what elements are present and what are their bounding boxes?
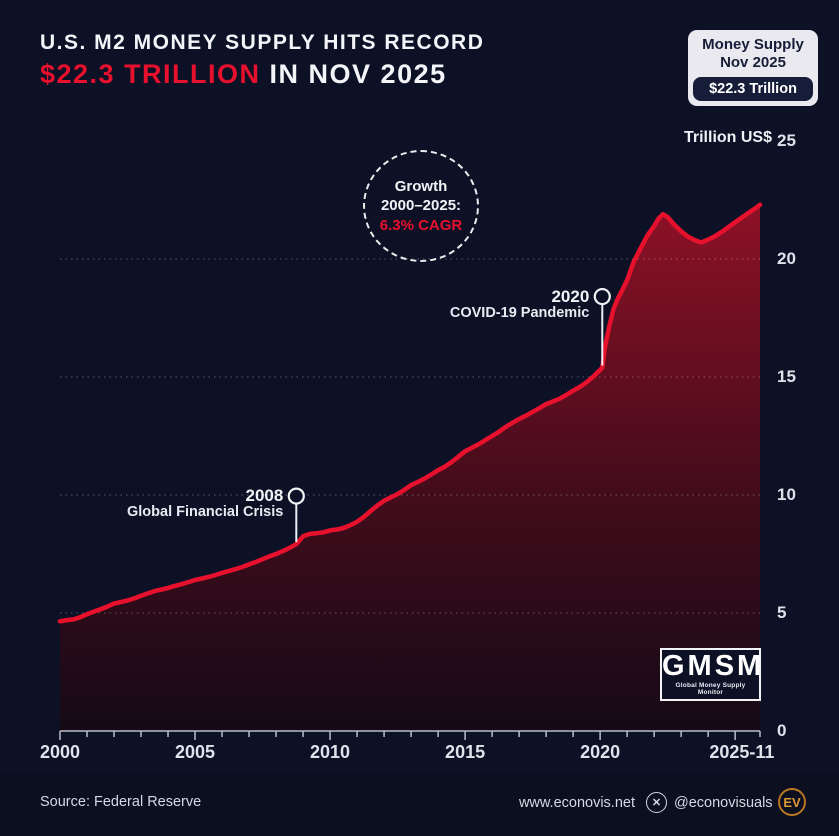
y-tick-label: 20 [777, 249, 796, 268]
area-fill [60, 204, 760, 731]
x-tick-label: 2005 [174, 742, 216, 762]
website-link: www.econovis.net [518, 795, 635, 811]
source-credit: Source: Federal Reserve [40, 794, 202, 810]
annotation-year-label: 2008 [245, 486, 284, 506]
badge-value-pill: $22.3 Trillion [693, 77, 813, 101]
annotation-event-label: Global Financial Crisis [126, 504, 284, 521]
x-tick-label: 2010 [310, 742, 351, 762]
gmsm-logo-text: GMSM [662, 650, 765, 682]
x-tick-label: 2020 [580, 742, 621, 762]
y-tick-label: 15 [777, 367, 796, 386]
annotation-marker [287, 487, 305, 505]
x-tick-label: 2000 [39, 742, 81, 762]
annotation-year-label: 2020 [551, 286, 590, 306]
page-title-line1: U.S. M2 MONEY SUPPLY HITS RECORD [40, 31, 485, 54]
annotation-event-label: COVID-19 Pandemic [449, 304, 590, 321]
annotation-marker [593, 287, 611, 306]
m2-line [57, 202, 763, 624]
growth-note-line2: 2000–2025: [380, 197, 462, 215]
money-supply-badge: Money Supply Nov 2025 $22.3 Trillion [688, 30, 818, 106]
y-tick-label: 5 [777, 603, 787, 622]
page-title-line2: $22.3 TRILLION IN NOV 2025 [40, 59, 447, 90]
x-tick-label: 2015 [445, 742, 486, 762]
econovisuals-logo-icon: EV [778, 788, 806, 816]
growth-note-cagr: 6.3% CAGR [379, 216, 463, 234]
growth-cagr-annotation: Growth 2000–2025: 6.3% CAGR [363, 150, 479, 262]
gmsm-logo: GMSM Global Money Supply Monitor [660, 648, 761, 701]
badge-label-line2: Nov 2025 [720, 54, 786, 71]
badge-label-line1: Money Supply [702, 36, 804, 53]
gmsm-logo-subtext: Global Money Supply Monitor [675, 682, 746, 696]
x-twitter-icon: ✕ [646, 792, 667, 813]
social-handle: @econovisuals [674, 795, 773, 811]
title-highlight-value: $22.3 TRILLION [40, 59, 261, 89]
y-tick-label: 25 [777, 131, 796, 150]
y-axis-unit-label: Trillion US$ [683, 129, 772, 146]
title-rest: IN NOV 2025 [260, 59, 447, 89]
y-tick-label: 10 [777, 485, 796, 504]
y-tick-label: 0 [777, 721, 787, 740]
x-tick-label: 2025-11 [709, 742, 775, 762]
growth-note-line1: Growth [394, 177, 448, 195]
footer-band [0, 772, 839, 836]
